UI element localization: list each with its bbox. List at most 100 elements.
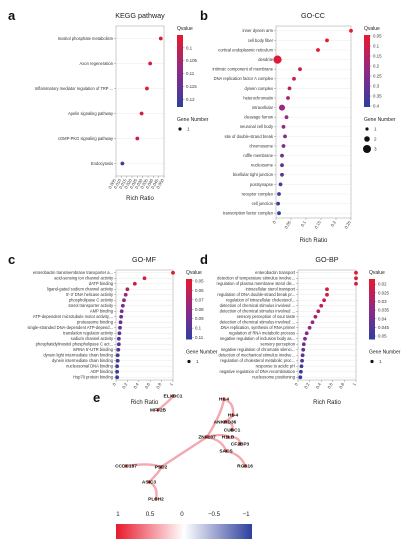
data-point bbox=[292, 76, 296, 81]
term-label: ligand-gated sodium channel activity bbox=[47, 287, 114, 292]
term-label: Endocytosis bbox=[91, 161, 113, 166]
term-label: DNA replication factor A complex bbox=[214, 76, 273, 81]
data-point bbox=[313, 314, 318, 319]
panel-letter: c bbox=[8, 252, 15, 267]
term-label: translation regulator activity bbox=[63, 331, 114, 336]
network-node bbox=[238, 442, 242, 446]
data-point bbox=[115, 369, 120, 374]
data-point bbox=[300, 353, 305, 358]
colorbar-tick-label: 0.06 bbox=[195, 288, 204, 293]
network-node bbox=[222, 397, 226, 401]
term-label: Hsp70 protein binding bbox=[73, 375, 114, 380]
data-point bbox=[304, 331, 309, 336]
data-point bbox=[273, 55, 282, 64]
network-node bbox=[205, 435, 209, 439]
term-label: nucleosome positioning bbox=[252, 375, 296, 380]
data-point bbox=[307, 325, 312, 330]
x-tick-label: 0.010 bbox=[113, 177, 123, 189]
term-label: intracellular bbox=[252, 105, 274, 110]
data-point bbox=[117, 331, 122, 336]
x-tick-label: 0.15 bbox=[313, 219, 322, 229]
term-label: site of double-strand break bbox=[225, 134, 274, 139]
term-label: detection of mechanical stimulus involve… bbox=[219, 353, 295, 358]
network-edge bbox=[124, 463, 163, 469]
qvalue-legend-title: Qvalue bbox=[186, 270, 202, 276]
gene-number-swatch bbox=[365, 127, 369, 131]
gene-number-legend-title: Gene Number bbox=[369, 350, 401, 356]
network-node-label: CCDC187 bbox=[115, 464, 137, 470]
term-label: cortical endoplasmic reticulum bbox=[218, 47, 273, 52]
colorbar-tick-label: 0.03 bbox=[378, 299, 387, 304]
gene-number-label: 1 bbox=[379, 359, 382, 364]
network-node-label: H1LB bbox=[222, 435, 235, 441]
term-label: ADP binding bbox=[90, 369, 113, 374]
colorbar-tick-label: 0.3 bbox=[373, 84, 380, 89]
network-node bbox=[124, 464, 128, 468]
x-tick-label: 0.4 bbox=[315, 381, 323, 389]
x-tick-label: 0.8 bbox=[338, 381, 346, 389]
data-point bbox=[298, 67, 302, 72]
x-tick-label: 0.4 bbox=[132, 381, 140, 389]
x-tick-label: 0 bbox=[293, 381, 299, 386]
term-label: phosphatidylinositol phospholipase C act… bbox=[36, 342, 113, 347]
data-point bbox=[303, 336, 307, 341]
data-point bbox=[116, 336, 121, 341]
correlation-colorbar bbox=[116, 524, 252, 539]
data-point bbox=[280, 163, 284, 168]
x-tick-label: 0.025 bbox=[129, 177, 139, 189]
x-tick-label: 0 bbox=[271, 219, 277, 224]
term-label: intracellular sterol transport bbox=[246, 287, 296, 292]
data-point bbox=[301, 347, 306, 352]
gene-number-label: 1 bbox=[196, 359, 199, 364]
correlation-tick-label: 0.5 bbox=[146, 511, 155, 518]
term-label: dATP binding bbox=[89, 281, 114, 286]
network-node-label: ASIC3 bbox=[142, 480, 156, 486]
panel-b: b GO-CC inner dynein arm cell body fiber cor… bbox=[200, 8, 396, 244]
gene-number-swatch bbox=[178, 127, 182, 131]
network-node bbox=[226, 435, 230, 439]
x-tick-label: 0.005 bbox=[107, 177, 117, 189]
network-node bbox=[147, 480, 151, 484]
term-label: mRNA 5'-UTR binding bbox=[73, 347, 114, 352]
data-point bbox=[120, 303, 125, 308]
term-label: DNA replication, synthesis of RNA primer bbox=[221, 325, 296, 330]
term-label: AMP binding bbox=[90, 309, 114, 314]
colorbar-tick-label: 0.1 bbox=[195, 326, 202, 331]
x-tick-label: 0.015 bbox=[118, 177, 128, 189]
colorbar-tick-label: 0.035 bbox=[378, 308, 390, 313]
gene-number-swatch bbox=[364, 136, 370, 142]
term-label: receptor complex bbox=[242, 191, 273, 196]
panel-letter: a bbox=[8, 8, 16, 23]
panel-a: a KEGG pathway Inositol phosphate metaboli… bbox=[8, 8, 209, 202]
x-tick-label: 0.2 bbox=[330, 219, 338, 227]
data-point bbox=[310, 320, 315, 325]
colorbar-tick-label: 0.115 bbox=[186, 84, 197, 89]
data-point bbox=[354, 281, 358, 286]
data-point bbox=[325, 287, 329, 292]
colorbar-tick-label: 0.08 bbox=[195, 307, 204, 312]
x-tick-label: 0.030 bbox=[134, 177, 144, 189]
term-label: regulation of DNA double-strand break pr… bbox=[217, 292, 295, 297]
network-node-label: ELXDC1 bbox=[164, 394, 183, 400]
data-point bbox=[148, 61, 153, 66]
qvalue-colorbar bbox=[364, 35, 370, 107]
term-label: transcription factor complex bbox=[223, 211, 273, 216]
x-tick-label: 0.6 bbox=[144, 381, 152, 389]
data-point bbox=[283, 134, 287, 139]
network-node-label: CF2BP3 bbox=[231, 442, 250, 448]
network-node-label: H1-4 bbox=[228, 413, 239, 419]
term-label: sodium channel activity bbox=[71, 336, 114, 341]
data-point bbox=[325, 38, 329, 43]
x-tick-label: 0.1 bbox=[300, 219, 308, 227]
data-point bbox=[120, 161, 125, 166]
gene-number-label: 1 bbox=[187, 127, 190, 132]
term-label: regulation of plasma membrane sterol dis… bbox=[216, 281, 295, 286]
term-label: negative regulation of chromatin silenci… bbox=[221, 347, 295, 352]
colorbar-tick-label: 0.2 bbox=[373, 64, 380, 69]
network-node-label: PLCH2 bbox=[148, 497, 164, 503]
data-point bbox=[322, 298, 326, 303]
enrichment-panels: a KEGG pathway Inositol phosphate metaboli… bbox=[8, 8, 401, 406]
gene-number-legend-title: Gene Number bbox=[364, 117, 396, 123]
